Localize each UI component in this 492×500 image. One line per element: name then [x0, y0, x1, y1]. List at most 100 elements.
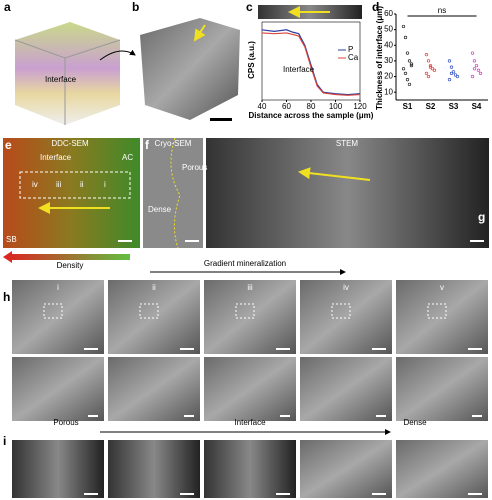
tem-image — [300, 440, 392, 498]
column-label: iii — [247, 283, 253, 292]
sem-zoom-image — [12, 357, 104, 421]
region-label: AC — [122, 153, 133, 162]
point — [405, 78, 410, 82]
annotation: ns — [438, 6, 446, 15]
scale-bar — [372, 493, 386, 495]
point — [426, 59, 431, 63]
scale-bar — [184, 415, 194, 417]
x-axis-label: Distance across the sample (μm) — [249, 111, 374, 120]
scale-bar — [468, 493, 482, 495]
x-tick-label: 40 — [258, 102, 267, 111]
region-label: Porous — [182, 163, 207, 172]
y-tick-label: 20 — [384, 72, 393, 81]
column-label: i — [57, 283, 59, 292]
scale-bar — [276, 493, 290, 495]
x-tick-label: S3 — [449, 102, 459, 111]
series-line — [261, 32, 361, 96]
x-tick-label: 60 — [282, 102, 291, 111]
panel-label: b — [132, 0, 139, 14]
x-tick-label: S2 — [426, 102, 436, 111]
point — [424, 53, 429, 57]
sem-image — [12, 280, 104, 354]
scale-bar — [88, 415, 98, 417]
x-tick-label: 120 — [353, 102, 367, 111]
panel-title: Gradient mineralization — [204, 259, 286, 268]
point — [424, 71, 429, 76]
scale-bar — [470, 240, 484, 242]
density-bar — [3, 251, 130, 263]
region-label: SB — [6, 235, 17, 244]
region-label: Dense — [403, 418, 427, 427]
zone-label: i — [104, 180, 106, 189]
zone-label: iii — [56, 180, 62, 189]
point — [472, 67, 477, 71]
y-tick-label: 30 — [384, 56, 393, 65]
point — [430, 67, 435, 71]
point — [478, 71, 483, 76]
panel-label: h — [3, 290, 10, 304]
panel-label: d — [372, 0, 379, 14]
panel-label: c — [246, 0, 253, 14]
scale-bar — [185, 240, 199, 242]
sem-image — [108, 280, 200, 354]
cryo-sem-image — [143, 138, 203, 248]
density-label: Density — [57, 261, 84, 270]
point — [428, 63, 433, 68]
roi-box — [331, 303, 351, 319]
scale-bar — [472, 415, 482, 417]
legend-label: P — [348, 45, 353, 54]
x-tick-label: S1 — [403, 102, 413, 111]
y-tick-label: 40 — [384, 40, 393, 49]
point — [455, 74, 460, 79]
point — [447, 59, 452, 63]
point — [453, 73, 458, 77]
point — [432, 68, 437, 72]
cube-illustration — [15, 22, 120, 125]
sem-zoom-image — [396, 357, 488, 421]
series-line — [261, 29, 361, 96]
y-axis-label: CPS (a.u.) — [247, 41, 256, 79]
column-label: v — [440, 283, 444, 292]
point — [403, 35, 408, 40]
region-label: Porous — [53, 418, 78, 427]
sem-zoom-image — [108, 357, 200, 421]
scale-bar — [180, 348, 194, 350]
point — [407, 82, 412, 87]
x-tick-label: S4 — [472, 102, 482, 111]
scale-bar — [118, 240, 132, 242]
sem-image — [300, 280, 392, 354]
region-label: Interface — [234, 418, 266, 427]
point — [470, 51, 475, 55]
interface-label: Interface — [45, 75, 77, 84]
scale-bar — [84, 348, 98, 350]
3d-render — [140, 18, 240, 120]
point — [447, 78, 452, 82]
sem-zoom-image — [300, 357, 392, 421]
y-tick-label: 10 — [384, 87, 393, 96]
point — [407, 59, 412, 63]
annotation: Interface — [283, 65, 315, 74]
scale-bar — [280, 415, 290, 417]
point — [428, 65, 433, 69]
sem-image — [204, 280, 296, 354]
point — [409, 63, 414, 68]
column-label: iv — [343, 283, 349, 292]
arrow — [99, 49, 136, 61]
point — [401, 67, 406, 71]
panel-label: i — [3, 434, 6, 448]
tem-image — [396, 440, 488, 498]
roi-box — [427, 303, 447, 319]
legend-label: Ca — [348, 53, 359, 62]
point — [449, 65, 454, 69]
panel-label: e — [5, 138, 12, 152]
point — [451, 70, 456, 74]
point — [401, 24, 406, 29]
interface-label: Interface — [40, 153, 72, 162]
panel-title: DDC-SEM — [51, 139, 89, 148]
scale-bar — [84, 493, 98, 495]
point — [409, 62, 414, 66]
tem-image — [204, 440, 296, 498]
sem-zoom-image — [204, 357, 296, 421]
point — [426, 74, 431, 79]
zone-box — [19, 171, 131, 199]
